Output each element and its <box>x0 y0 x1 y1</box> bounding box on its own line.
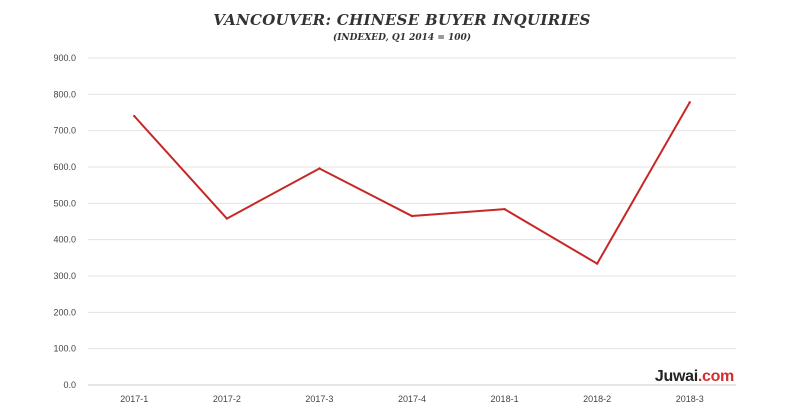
juwai-logo: Juwai.com <box>655 368 734 386</box>
data-point <box>318 167 321 170</box>
y-tick-label: 800.0 <box>53 89 76 99</box>
data-point <box>595 262 599 265</box>
y-tick-label: 300.0 <box>53 271 76 281</box>
y-tick-label: 0.0 <box>63 380 76 390</box>
x-tick-label: 2018-3 <box>676 394 704 404</box>
data-point <box>225 217 229 220</box>
gridlines <box>88 57 736 386</box>
y-tick-label: 600.0 <box>53 162 76 172</box>
x-axis: 2017-1 2017-2 2017-3 2017-4 2018-1 2018-2 2018… <box>120 394 703 404</box>
chart-title: VANCOUVER: CHINESE BUYER INQUIRIES <box>213 11 591 29</box>
data-point <box>503 207 506 211</box>
y-tick-label: 900.0 <box>53 53 76 63</box>
x-tick-label: 2017-4 <box>398 394 426 404</box>
x-tick-label: 2018-1 <box>491 394 519 404</box>
y-tick-label: 700.0 <box>53 126 76 136</box>
logo-suffix: .com <box>697 368 734 385</box>
y-tick-label: 200.0 <box>53 307 76 317</box>
x-tick-label: 2017-1 <box>120 394 148 404</box>
y-tick-label: 400.0 <box>53 235 76 245</box>
logo-brand: Juwai <box>654 368 698 385</box>
data-point <box>410 214 414 218</box>
chart-subtitle: (INDEXED, Q1 2014 = 100) <box>332 33 472 43</box>
y-tick-label: 500.0 <box>53 198 76 208</box>
data-point <box>688 101 691 104</box>
data-point <box>133 114 136 118</box>
plot-area <box>133 101 691 265</box>
y-tick-label: 100.0 <box>53 344 76 354</box>
x-tick-label: 2017-3 <box>305 394 333 404</box>
x-tick-label: 2017-2 <box>213 394 241 404</box>
x-tick-label: 2018-2 <box>583 394 611 404</box>
y-axis: 0.0 100.0 200.0 300.0 400.0 500.0 600.0 700.0 80… <box>53 53 76 390</box>
